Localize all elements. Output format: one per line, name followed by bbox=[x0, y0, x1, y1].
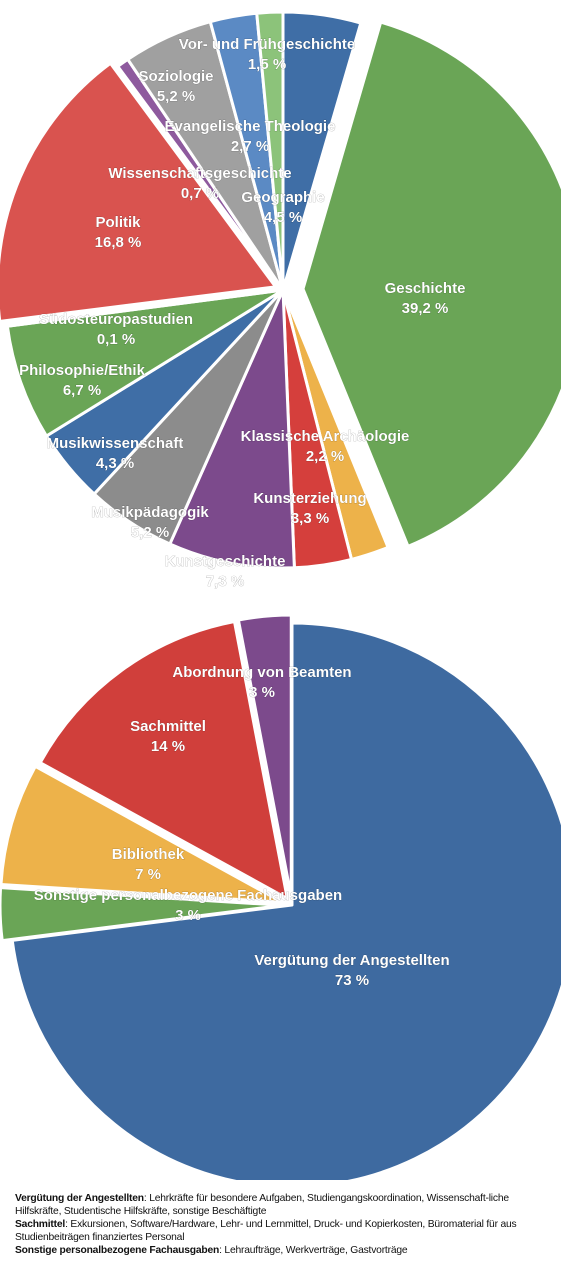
slice-geschichte bbox=[301, 20, 561, 548]
footnote-1-text: : Lehrkräfte für besondere Aufgaben, Stu… bbox=[15, 1193, 509, 1217]
slice-sonstige-personalbezogene-fachausgaben bbox=[0, 886, 284, 943]
footnote-2: Sachmittel: Exkursionen, Software/Hardwa… bbox=[15, 1218, 555, 1244]
slice-value-philosophie-ethik: 6,7 % bbox=[63, 382, 101, 399]
slice-sachmittel bbox=[38, 620, 289, 901]
slice-value-sudosteuropastudien: 0,1 % bbox=[97, 331, 135, 348]
slice-value-klassische-archaologie: 2,2 % bbox=[306, 448, 344, 465]
slice-label-philosophie-ethik: Philosophie/Ethik bbox=[19, 362, 146, 379]
slice-label-kunsterziehung: Kunsterziehung bbox=[253, 490, 366, 507]
slice-label-soziologie: Soziologie bbox=[139, 68, 214, 85]
slice-value-kunstgeschichte: 7,3 % bbox=[206, 573, 244, 590]
charts-canvas: Geographie 4,5 % Geschichte 39,2 % Klassisch… bbox=[0, 10, 561, 1180]
slice-label-musikwissenschaft: Musikwissenschaft bbox=[47, 435, 184, 452]
footnote-1: Vergütung der Angestellten: Lehrkräfte f… bbox=[15, 1192, 555, 1218]
footnote-2-term: Sachmittel bbox=[15, 1219, 66, 1230]
slice-label-vor-und-fruhgeschichte: Vor- und Frühgeschichte bbox=[179, 36, 355, 53]
slice-value-vor-und-fruhgeschichte: 1,5 % bbox=[248, 56, 286, 73]
slice-kunstgeschichte bbox=[168, 288, 296, 570]
slice-value-abordnung-von-beamten: 3 % bbox=[249, 684, 275, 701]
slice-abordnung-von-beamten bbox=[236, 613, 293, 899]
slice-label-geographie: Geographie bbox=[241, 189, 324, 206]
slice-label-sonstige-personalbezogene-fachausgaben: Sonstige personalbezogene Fachausgaben bbox=[34, 887, 342, 904]
slice-label-abordnung-von-beamten: Abordnung von Beamten bbox=[172, 664, 351, 681]
slice-value-wissenschaftsgeschichte: 0,7 % bbox=[181, 185, 219, 202]
slice-sudosteuropastudien bbox=[5, 288, 285, 328]
slice-value-politik: 16,8 % bbox=[95, 234, 142, 251]
footnote-3: Sonstige personalbezogene Fachausgaben: … bbox=[15, 1244, 555, 1257]
slice-vor-und-fruhgeschichte bbox=[255, 10, 285, 292]
footnotes: Vergütung der Angestellten: Lehrkräfte f… bbox=[15, 1192, 555, 1257]
slice-label-sachmittel: Sachmittel bbox=[130, 718, 206, 735]
slice-politik bbox=[0, 61, 278, 323]
slice-value-sonstige-personalbezogene-fachausgaben: 3 % bbox=[175, 907, 201, 924]
slice-value-bibliothek: 7 % bbox=[135, 866, 161, 883]
footnote-1-term: Vergütung der Angestellten bbox=[15, 1193, 144, 1204]
pie-chart-expenses: Vergütung der Angestellten 73 % Sonstige p… bbox=[0, 613, 561, 1180]
slice-label-evangelische-theologie: Evangelische Theologie bbox=[165, 118, 336, 135]
slice-label-wissenschaftsgeschichte: Wissenschaftsgeschichte bbox=[108, 165, 291, 182]
slice-value-soziologie: 5,2 % bbox=[157, 88, 195, 105]
slice-label-politik: Politik bbox=[95, 214, 141, 231]
slice-value-geschichte: 39,2 % bbox=[402, 300, 449, 317]
slice-value-kunsterziehung: 3,3 % bbox=[291, 510, 329, 527]
footnote-2-text: : Exkursionen, Software/Hardware, Lehr- … bbox=[15, 1219, 517, 1243]
slice-vergutung-der-angestellten bbox=[10, 621, 561, 1180]
slice-value-sachmittel: 14 % bbox=[151, 738, 185, 755]
slice-value-geographie: 4,5 % bbox=[264, 209, 302, 226]
slice-label-kunstgeschichte: Kunstgeschichte bbox=[165, 553, 286, 570]
slice-label-vergutung-der-angestellten: Vergütung der Angestellten bbox=[254, 952, 449, 969]
slice-label-bibliothek: Bibliothek bbox=[112, 846, 185, 863]
slice-value-evangelische-theologie: 2,7 % bbox=[231, 138, 269, 155]
footnote-3-text: : Lehraufträge, Werkverträge, Gastvorträ… bbox=[219, 1245, 408, 1256]
slice-value-vergutung-der-angestellten: 73 % bbox=[335, 972, 369, 989]
slice-philosophie-ethik bbox=[5, 288, 285, 438]
footnote-3-term: Sonstige personalbezogene Fachausgaben bbox=[15, 1245, 220, 1256]
pie-chart-subjects: Geographie 4,5 % Geschichte 39,2 % Klassisch… bbox=[0, 10, 561, 590]
slice-bibliothek bbox=[0, 764, 284, 904]
slice-value-musikpadagogik: 5,2 % bbox=[131, 524, 169, 541]
slice-label-klassische-archaologie: Klassische Archäologie bbox=[241, 428, 410, 445]
slice-label-geschichte: Geschichte bbox=[385, 280, 466, 297]
slice-value-musikwissenschaft: 4,3 % bbox=[96, 455, 134, 472]
slice-label-sudosteuropastudien: Südosteuropastudien bbox=[39, 311, 193, 328]
slice-label-musikpadagogik: Musikpädagogik bbox=[91, 504, 209, 521]
